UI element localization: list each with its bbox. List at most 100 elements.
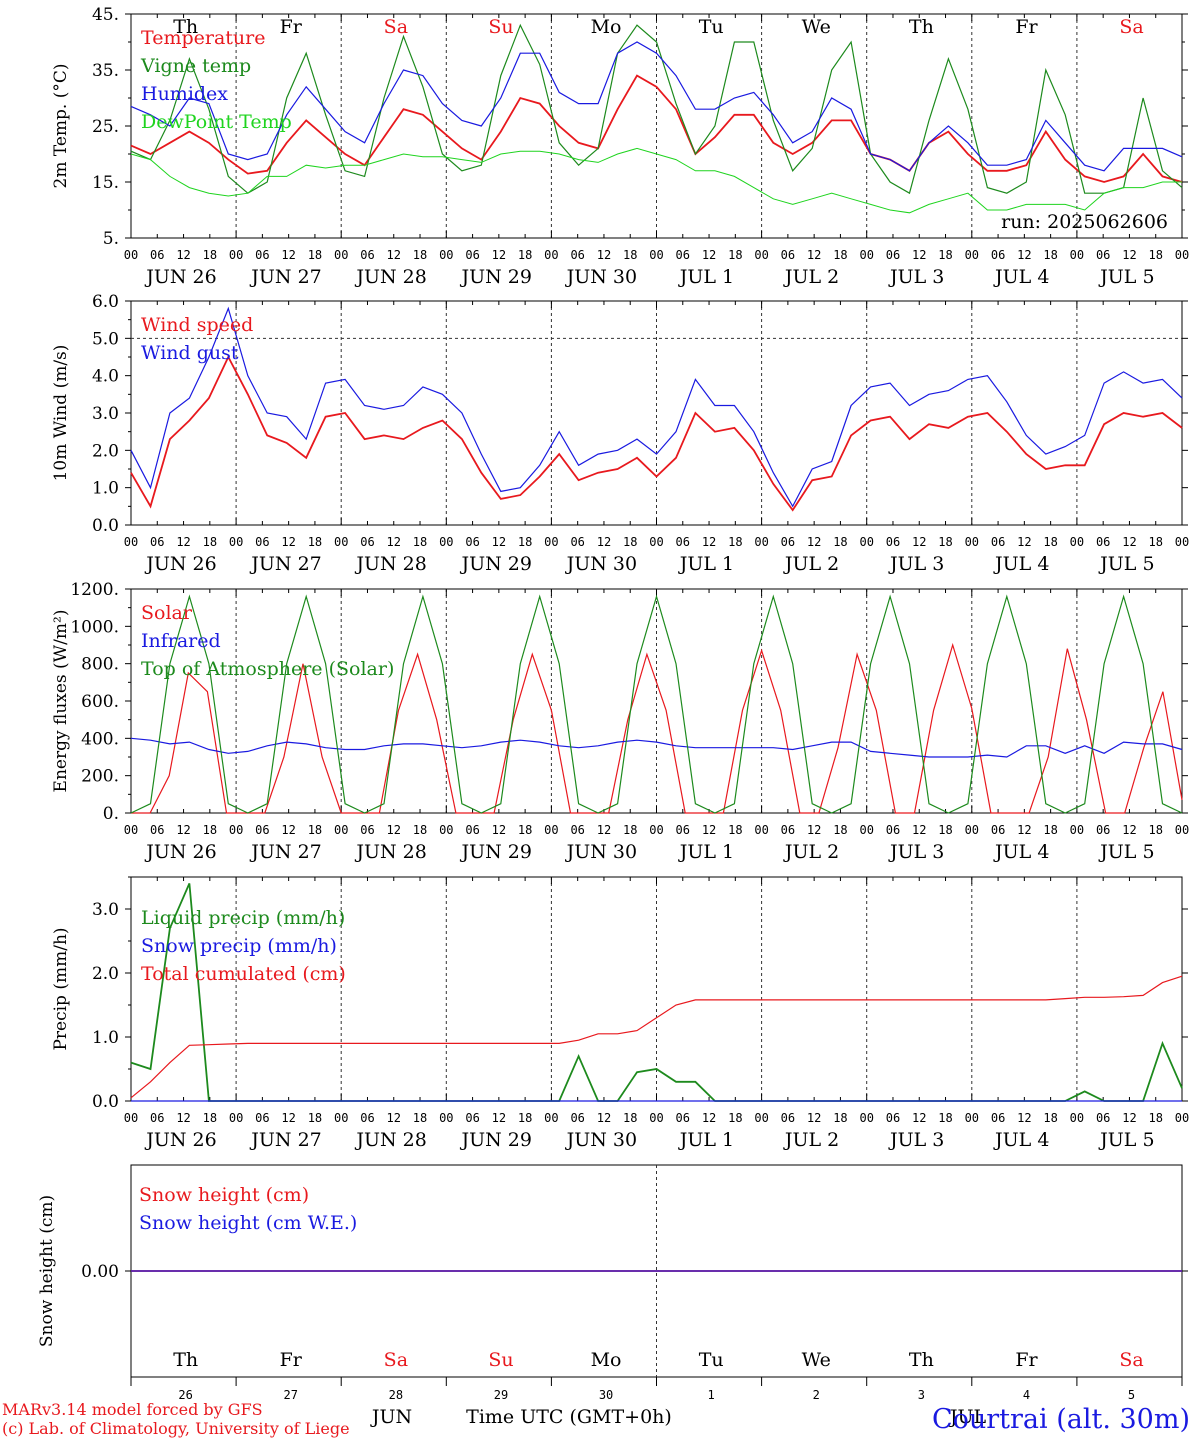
hour-tick-label: 06 (991, 248, 1005, 262)
day-of-week-label: Tu (699, 1349, 724, 1371)
y-tick-label: 600. (81, 692, 119, 712)
hour-tick-label: 12 (702, 1111, 716, 1125)
x-axis-title: Time UTC (GMT+0h) (466, 1406, 672, 1428)
legend-entry: Humidex (141, 83, 228, 105)
hour-tick-label: 00 (1070, 535, 1084, 549)
legend-entry: Vigne temp (140, 55, 251, 77)
hour-tick-label: 06 (465, 1111, 479, 1125)
hour-tick-label: 18 (413, 248, 427, 262)
y-tick-label: 200. (81, 767, 119, 787)
hour-tick-label: 12 (387, 823, 401, 837)
day-of-week-label: Mo (591, 1349, 622, 1371)
date-label: JUL 2 (783, 553, 839, 575)
date-label: JUL 1 (678, 266, 734, 288)
hour-tick-label: 06 (886, 1111, 900, 1125)
hour-tick-label: 06 (465, 535, 479, 549)
hour-tick-label: 00 (754, 1111, 768, 1125)
date-label: JUN 27 (249, 1129, 321, 1151)
day-number-label: 26 (178, 1388, 192, 1402)
hour-tick-label: 00 (965, 535, 979, 549)
day-number-label: 2 (813, 1388, 820, 1402)
series-line-total-cumulated-cm- (130, 975, 1183, 1099)
y-tick-label: 1000. (70, 617, 119, 637)
day-of-week-label: We (802, 1349, 831, 1371)
hour-tick-label: 00 (229, 535, 243, 549)
date-label: JUL 1 (678, 553, 734, 575)
legend-entry: Snow height (cm) (139, 1184, 309, 1206)
date-label: JUN 30 (565, 553, 637, 575)
hour-tick-label: 18 (938, 535, 952, 549)
y-tick-label: 0. (103, 804, 119, 824)
day-number-label: 5 (1128, 1388, 1135, 1402)
hour-tick-label: 00 (965, 1111, 979, 1125)
hour-tick-label: 18 (728, 248, 742, 262)
series-line-dewpoint-temp (130, 147, 1182, 214)
hour-tick-label: 18 (413, 1111, 427, 1125)
hour-tick-label: 06 (150, 823, 164, 837)
hour-tick-label: 12 (912, 248, 926, 262)
hour-tick-label: 12 (1122, 535, 1136, 549)
legend-entry: Total cumulated (cm) (141, 963, 346, 985)
hour-tick-label: 06 (255, 535, 269, 549)
hour-tick-label: 06 (991, 535, 1005, 549)
hour-tick-label: 06 (991, 823, 1005, 837)
hour-tick-label: 06 (255, 248, 269, 262)
hour-tick-label: 12 (281, 535, 295, 549)
hour-tick-label: 00 (965, 248, 979, 262)
hour-tick-label: 06 (570, 535, 584, 549)
y-tick-label: 800. (81, 655, 119, 675)
y-tick-label: 6.0 (92, 292, 119, 312)
date-label: JUL 3 (888, 841, 944, 863)
hour-tick-label: 00 (1070, 248, 1084, 262)
hour-tick-label: 12 (1122, 823, 1136, 837)
hour-tick-label: 18 (938, 823, 952, 837)
hour-tick-label: 18 (1148, 248, 1162, 262)
hour-tick-label: 18 (623, 248, 637, 262)
series-line-temperature (130, 74, 1183, 183)
hour-tick-label: 00 (859, 823, 873, 837)
hour-tick-label: 06 (360, 535, 374, 549)
legend-entry: Snow precip (mm/h) (141, 935, 337, 957)
day-of-week-label: Tu (699, 16, 724, 38)
hour-tick-label: 18 (833, 535, 847, 549)
hour-tick-label: 00 (334, 535, 348, 549)
hour-tick-label: 06 (1096, 1111, 1110, 1125)
hour-tick-label: 12 (176, 823, 190, 837)
hour-tick-label: 12 (492, 823, 506, 837)
hour-tick-label: 12 (597, 248, 611, 262)
hour-tick-label: 00 (124, 823, 138, 837)
hour-tick-label: 06 (465, 823, 479, 837)
hour-tick-label: 12 (492, 1111, 506, 1125)
hour-tick-label: 00 (439, 1111, 453, 1125)
day-of-week-label: Sa (384, 16, 408, 38)
hour-tick-label: 00 (754, 823, 768, 837)
hour-tick-label: 00 (439, 535, 453, 549)
day-of-week-label: Th (909, 16, 934, 38)
date-label: JUN 29 (460, 553, 532, 575)
hour-tick-label: 00 (229, 823, 243, 837)
date-label: JUN 30 (565, 1129, 637, 1151)
legend-entry: Solar (141, 602, 193, 624)
day-number-label: 3 (918, 1388, 925, 1402)
hour-tick-label: 18 (833, 248, 847, 262)
day-of-week-label: Fr (1015, 16, 1038, 38)
hour-tick-label: 06 (570, 248, 584, 262)
hour-tick-label: 18 (518, 1111, 532, 1125)
y-axis-label: 10m Wind (m/s) (51, 345, 71, 482)
plot-frame (130, 588, 1183, 814)
y-tick-label: 3.0 (92, 404, 119, 424)
series-line-solar (131, 642, 1183, 814)
hour-tick-label: 06 (676, 535, 690, 549)
legend-entry: Temperature (141, 27, 265, 49)
legend-entry: Liquid precip (mm/h) (141, 907, 345, 929)
hour-tick-label: 00 (1175, 823, 1189, 837)
hour-tick-label: 00 (544, 823, 558, 837)
hour-tick-label: 00 (124, 1111, 138, 1125)
hour-tick-label: 00 (544, 248, 558, 262)
hour-tick-label: 18 (308, 535, 322, 549)
hour-tick-label: 00 (334, 1111, 348, 1125)
hour-tick-label: 00 (334, 823, 348, 837)
day-of-week-label: Th (173, 16, 198, 38)
hour-tick-label: 12 (702, 823, 716, 837)
